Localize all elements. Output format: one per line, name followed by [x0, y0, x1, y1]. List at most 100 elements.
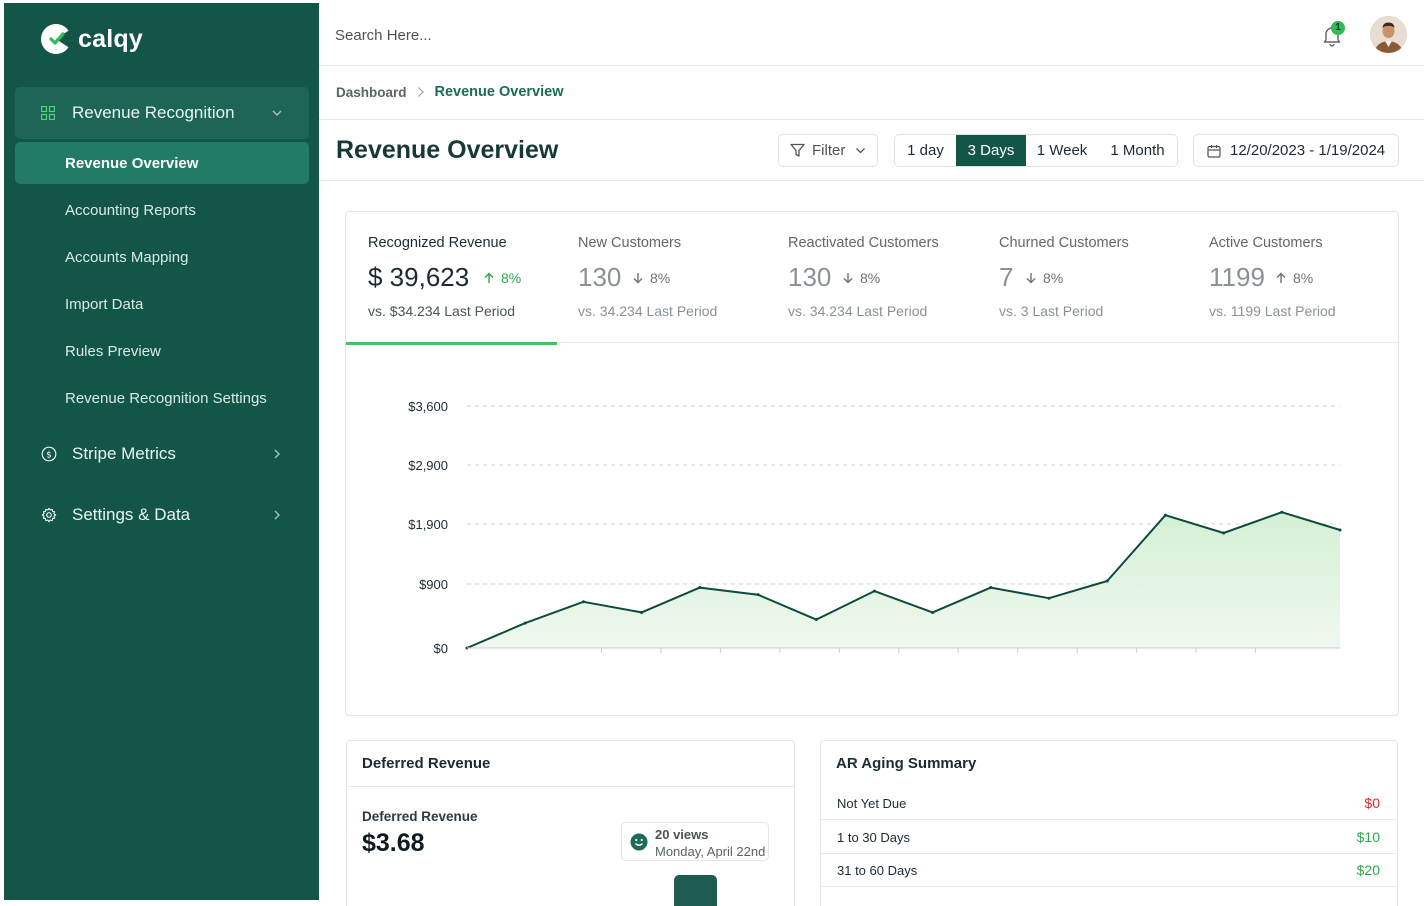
sidebar-item-label: Accounting Reports: [65, 201, 196, 219]
range-option-1-day[interactable]: 1 day: [907, 142, 944, 159]
notification-badge: 1: [1331, 21, 1345, 35]
metric-change-value: 8%: [501, 270, 522, 286]
metric-change: 8%: [632, 270, 670, 286]
arrow-up-icon: [484, 272, 494, 283]
metric-new-customers[interactable]: New Customers 130 8% vs. 34.234 Last Per…: [556, 212, 766, 343]
filter-button[interactable]: Filter: [778, 134, 878, 167]
y-tick-label: $0: [434, 641, 448, 656]
breadcrumb-root[interactable]: Dashboard: [336, 84, 407, 100]
metric-change-value: 8%: [1043, 270, 1064, 286]
data-point: [1338, 528, 1342, 532]
ar-aging-card: AR Aging Summary Not Yet Due $0 1 to 30 …: [820, 740, 1398, 906]
deferred-revenue-label: Deferred Revenue: [362, 809, 478, 824]
data-point: [756, 593, 760, 597]
sidebar-item-label: Import Data: [65, 295, 144, 313]
arrow-up-icon: [1276, 272, 1286, 283]
chevron-right-icon: [274, 510, 280, 520]
chart-bar: [674, 875, 717, 906]
card-title: AR Aging Summary: [836, 755, 977, 772]
calqy-logo-icon: [41, 24, 71, 54]
sidebar: calqy Revenue Recognition Revenue Overvi…: [4, 3, 319, 900]
breadcrumb: Dashboard Revenue Overview: [336, 84, 563, 100]
date-range-label: 12/20/2023 - 1/19/2024: [1230, 142, 1386, 159]
data-point: [1105, 579, 1109, 583]
metric-comparison: vs. 34.234 Last Period: [788, 303, 928, 319]
y-tick-label: $3,600: [408, 399, 448, 414]
nav-group-label: Revenue Recognition: [72, 103, 235, 122]
chevron-down-icon: [856, 148, 866, 154]
views-tooltip: 20 views Monday, April 22nd: [621, 822, 769, 861]
chevron-right-icon: [417, 87, 424, 97]
data-point: [814, 618, 818, 622]
metric-title: Active Customers: [1209, 235, 1323, 251]
sidebar-item-accounting-reports[interactable]: Accounting Reports: [15, 189, 309, 231]
calendar-icon: [1207, 144, 1221, 158]
ar-aging-value: $20: [1356, 862, 1380, 878]
metric-value: 7: [999, 262, 1014, 292]
filter-label: Filter: [812, 142, 846, 159]
sidebar-item-label: Revenue Recognition Settings: [65, 389, 267, 407]
sidebar-item-accounts-mapping[interactable]: Accounts Mapping: [15, 236, 309, 278]
sidebar-item-label: Revenue Overview: [65, 154, 199, 172]
nav-settings-data[interactable]: Settings & Data: [15, 493, 309, 537]
app-logo[interactable]: calqy: [40, 23, 143, 55]
nav-stripe-metrics[interactable]: $ Stripe Metrics: [15, 432, 309, 476]
chevron-right-icon: [274, 449, 280, 459]
search-input[interactable]: [335, 21, 635, 49]
views-count: 20 views: [655, 827, 709, 842]
metric-change: 8%: [1025, 270, 1063, 286]
arrow-down-icon: [1026, 273, 1036, 284]
metric-title: Churned Customers: [999, 235, 1129, 251]
arrow-down-icon: [843, 273, 853, 284]
metric-churned-customers[interactable]: Churned Customers 7 8% vs. 3 Last Period: [977, 212, 1187, 343]
sidebar-item-label: Accounts Mapping: [65, 248, 189, 266]
avatar[interactable]: [1370, 16, 1407, 53]
arrow-down-icon: [633, 273, 643, 284]
sidebar-item-revenue-overview[interactable]: Revenue Overview: [15, 142, 309, 184]
sidebar-item-rules-preview[interactable]: Rules Preview: [15, 330, 309, 372]
metric-change-value: 8%: [650, 270, 671, 286]
metric-recognized-revenue[interactable]: Recognized Revenue $ 39,623 8% vs. $34.2…: [346, 212, 557, 345]
nav-label: Settings & Data: [72, 505, 191, 524]
nav-label: Stripe Metrics: [72, 444, 176, 463]
data-point: [1280, 510, 1284, 514]
nav-group-revenue-recognition[interactable]: Revenue Recognition: [15, 87, 309, 139]
page-title: Revenue Overview: [336, 136, 559, 164]
sidebar-item-revenue-recognition-settings[interactable]: Revenue Recognition Settings: [15, 377, 309, 419]
metric-comparison: vs. 34.234 Last Period: [578, 303, 718, 319]
data-point: [989, 586, 993, 590]
range-option-1-week[interactable]: 1 Week: [1036, 142, 1088, 159]
sidebar-item-import-data[interactable]: Import Data: [15, 283, 309, 325]
range-option-1-month[interactable]: 1 Month: [1110, 142, 1165, 159]
range-option-3-days[interactable]: 3 Days: [956, 135, 1026, 166]
date-range-picker[interactable]: 12/20/2023 - 1/19/2024: [1193, 134, 1399, 167]
chevron-down-icon: [272, 110, 282, 116]
breadcrumb-current: Revenue Overview: [434, 84, 564, 100]
ar-aging-label: Not Yet Due: [837, 795, 907, 811]
metric-change: 8%: [483, 270, 521, 286]
metric-comparison: vs. 1199 Last Period: [1209, 303, 1336, 319]
svg-text:$: $: [46, 450, 52, 460]
metric-value: $ 39,623: [368, 262, 470, 292]
active-tab-indicator: [346, 342, 557, 345]
data-point: [872, 589, 876, 593]
metrics-row: Recognized Revenue $ 39,623 8% vs. $34.2…: [346, 212, 1398, 345]
metric-reactivated-customers[interactable]: Reactivated Customers 130 8% vs. 34.234 …: [766, 212, 976, 343]
y-tick-label: $900: [419, 577, 448, 592]
metric-comparison: vs. 3 Last Period: [999, 303, 1104, 319]
metric-change: 8%: [1275, 270, 1313, 286]
ar-aging-value: $0: [1364, 795, 1380, 811]
card-title: Deferred Revenue: [347, 741, 794, 787]
data-point: [698, 586, 702, 590]
deferred-revenue-card: Deferred Revenue Deferred Revenue $3.68 …: [346, 740, 795, 906]
metric-active-customers[interactable]: Active Customers 1199 8% vs. 1199 Last P…: [1187, 212, 1397, 343]
metric-title: Reactivated Customers: [788, 235, 939, 251]
metric-value: 130: [578, 262, 622, 292]
user-avatar-icon: [1370, 16, 1407, 53]
smiley-icon: [630, 833, 648, 851]
grid-icon: [41, 106, 55, 120]
ar-aging-label: 1 to 30 Days: [837, 829, 910, 845]
filter-icon: [790, 143, 805, 157]
views-date: Monday, April 22nd: [655, 844, 766, 859]
metric-title: Recognized Revenue: [368, 235, 507, 251]
